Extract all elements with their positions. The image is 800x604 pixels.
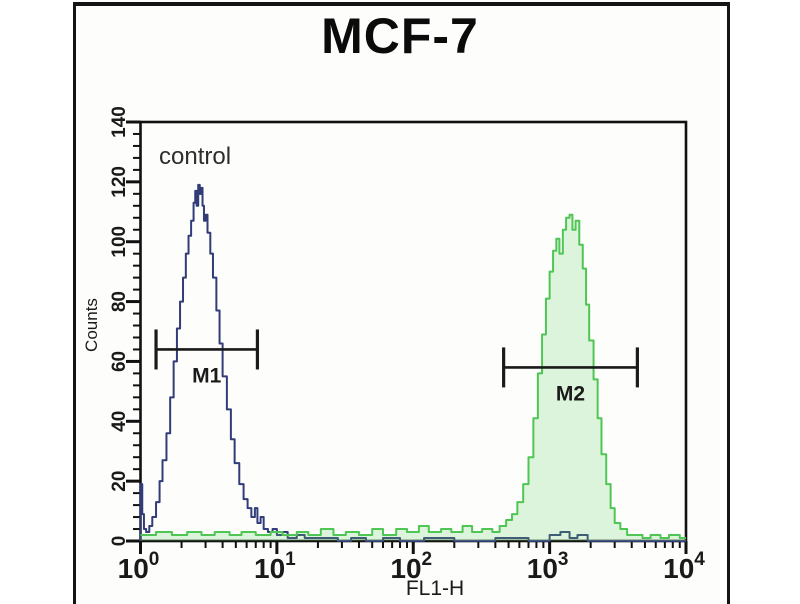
- stained-curve-fill: [140, 214, 686, 541]
- y-tick-label: 120: [109, 166, 130, 198]
- x-tick-label: 102: [390, 549, 432, 584]
- stained-curve: [140, 213, 686, 540]
- x-tick-label: 104: [663, 549, 705, 584]
- y-tick-label: 140: [109, 106, 130, 138]
- chart-title: MCF-7: [321, 8, 479, 64]
- marker-label-M2: M2: [556, 382, 585, 405]
- control-series-label: control: [159, 143, 232, 170]
- y-tick-label: 40: [109, 411, 130, 432]
- x-axis-label: FL1-H: [406, 577, 464, 600]
- x-tick-label: 100: [118, 549, 160, 584]
- y-tick-label: 20: [109, 471, 130, 492]
- gate-markers-group: M1 M2: [154, 329, 639, 405]
- control-curve: [139, 183, 686, 542]
- figure-frame: [73, 2, 730, 604]
- axes-group: 0 20 40 60 80 100 120 140 100 101 102 103 104: [109, 106, 705, 584]
- y-axis-label: Counts: [82, 298, 101, 352]
- y-tick-label: 80: [109, 291, 130, 312]
- x-tick-label: 101: [254, 549, 296, 584]
- y-tick-label: 100: [109, 226, 130, 258]
- x-tick-label: 103: [527, 549, 569, 584]
- curves-group: [139, 183, 686, 542]
- y-tick-label: 0: [109, 536, 130, 547]
- marker-label-M1: M1: [192, 364, 221, 387]
- y-tick-label: 60: [109, 351, 130, 372]
